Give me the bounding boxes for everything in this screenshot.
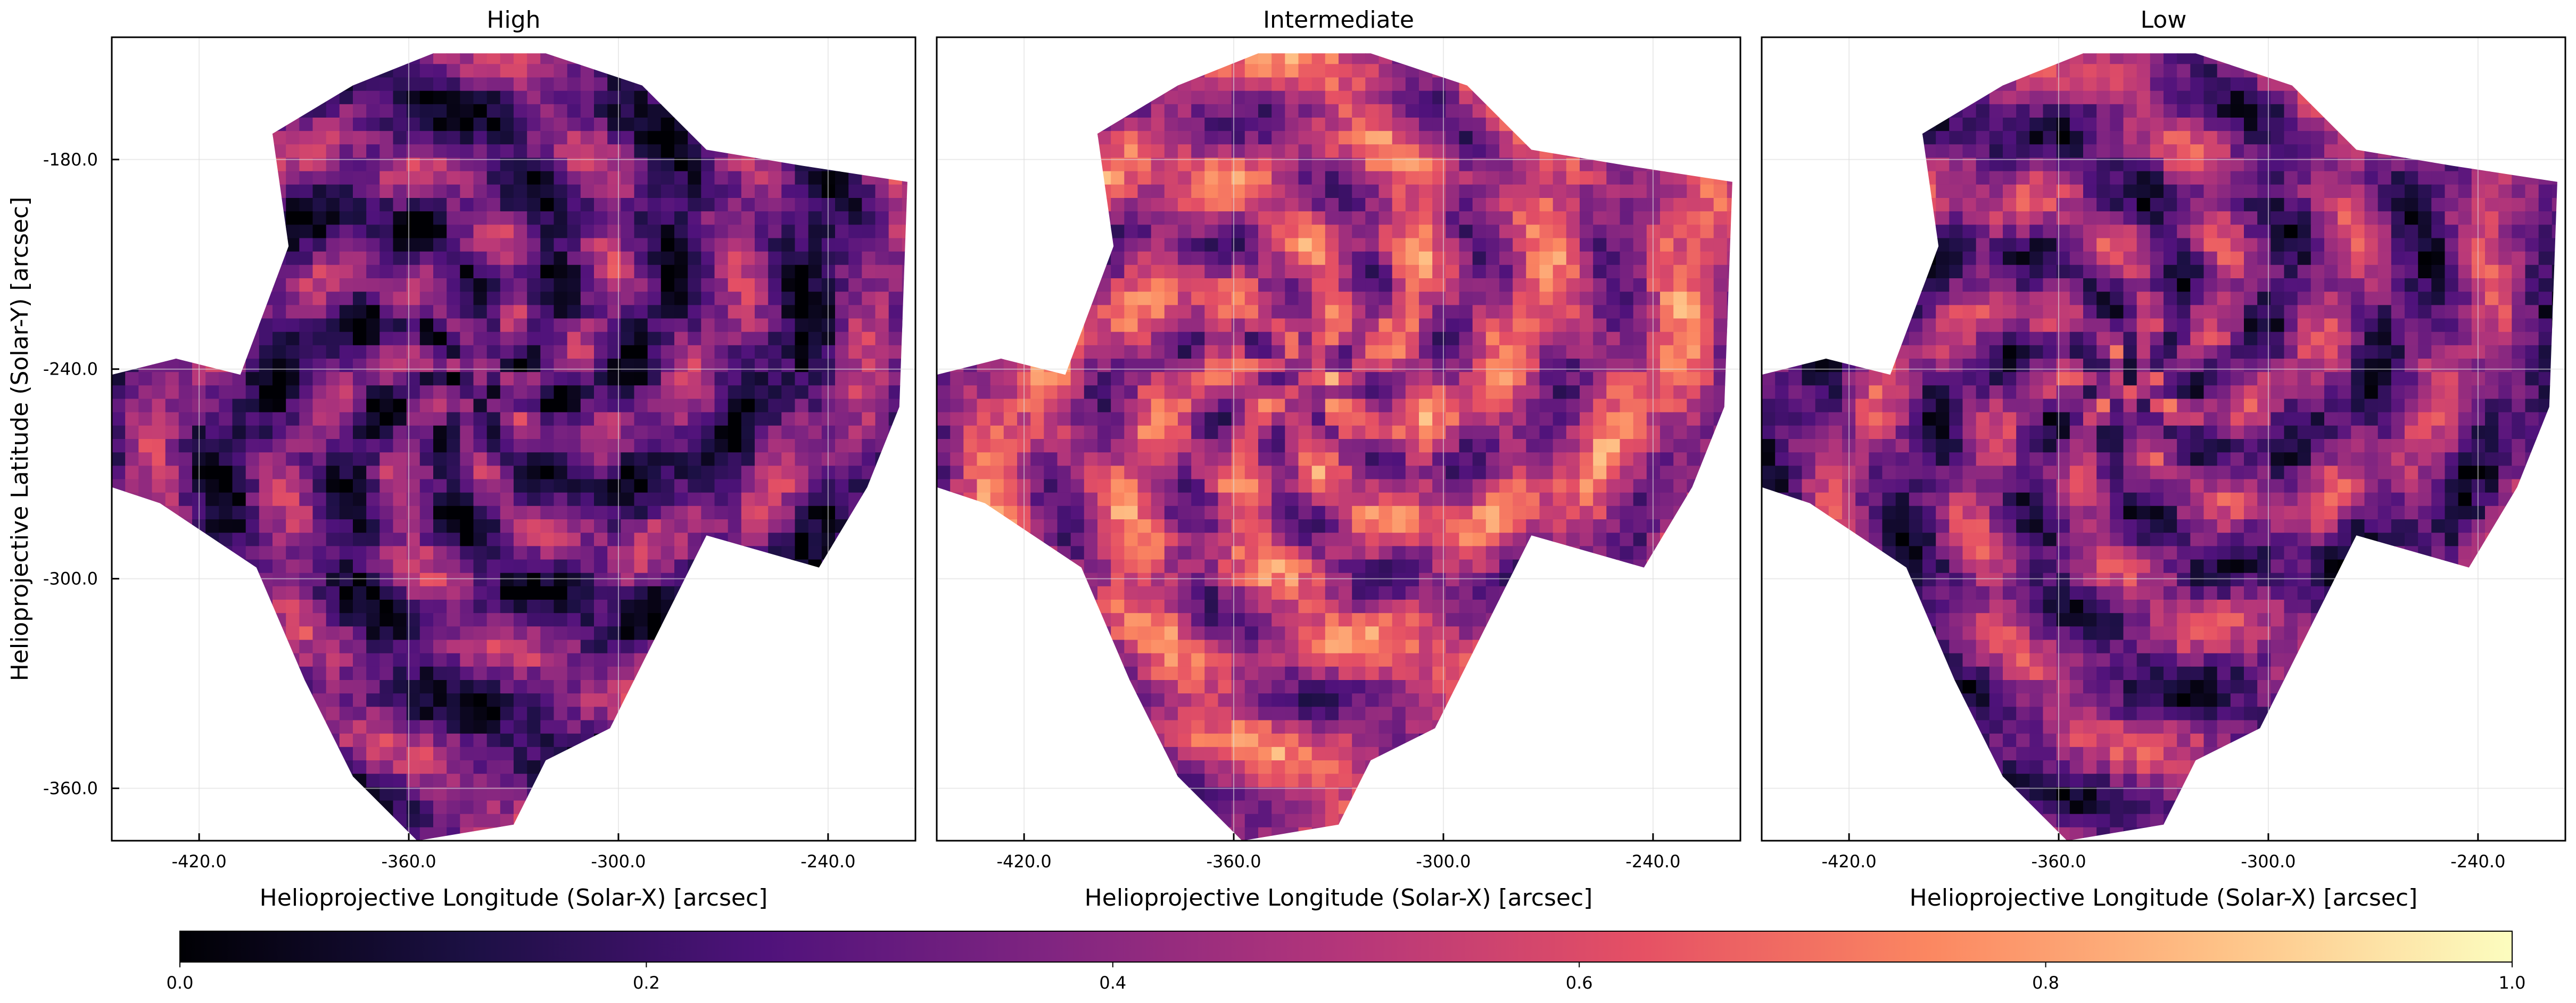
panel-title: Low — [2141, 6, 2187, 34]
x-tick-label: -300.0 — [1416, 851, 1471, 872]
panel-high: High -420.0 -360.0 -300.0 -240.0 Helioproject… — [43, 6, 917, 911]
heatmap-image — [937, 53, 1732, 841]
x-tick-label: -300.0 — [591, 851, 646, 872]
panel-title: High — [486, 6, 540, 34]
colorbar: 0.0 0.2 0.4 0.6 0.8 1.0 — [167, 931, 2526, 993]
x-tick-label: -300.0 — [2241, 851, 2296, 872]
colorbar-tick-label: 0.4 — [1099, 973, 1126, 993]
panel-frame — [1761, 36, 2566, 842]
y-tick-label: -360.0 — [43, 778, 98, 799]
colorbar-tick-label: 0.6 — [1566, 973, 1593, 993]
panel-low: Low -420.0 -360.0 -300.0 -240.0 Helioprojecti… — [1761, 6, 2566, 911]
heatmap-image — [1762, 53, 2557, 841]
y-tick-label: -240.0 — [43, 359, 98, 379]
colorbar-tick-label: 0.2 — [633, 973, 660, 993]
x-tick-label: -240.0 — [800, 851, 855, 872]
panel-title: Intermediate — [1263, 6, 1414, 34]
x-tick-label: -360.0 — [381, 851, 436, 872]
x-axis-label: Helioprojective Longitude (Solar-X) [arc… — [1085, 884, 1593, 911]
x-tick-label: -420.0 — [172, 851, 227, 872]
y-tick-label: -180.0 — [43, 150, 98, 170]
colorbar-tick-label: 0.8 — [2032, 973, 2059, 993]
x-tick-label: -420.0 — [997, 851, 1052, 872]
x-axis-label: Helioprojective Longitude (Solar-X) [arc… — [1910, 884, 2418, 911]
x-tick-label: -360.0 — [2031, 851, 2086, 872]
x-tick-label: -240.0 — [1625, 851, 1680, 872]
heatmap-image — [112, 53, 907, 841]
x-tick-label: -240.0 — [2450, 851, 2505, 872]
y-tick-label: -300.0 — [43, 569, 98, 589]
panel-frame — [111, 36, 917, 842]
colorbar-tick-label: 1.0 — [2499, 973, 2526, 993]
panel-frame — [936, 36, 1741, 842]
x-tick-label: -360.0 — [1206, 851, 1261, 872]
colorbar-tick-label: 0.0 — [167, 973, 194, 993]
x-tick-label: -420.0 — [1822, 851, 1877, 872]
y-axis-label: Helioprojective Latitude (Solar-Y) [arcs… — [6, 197, 34, 682]
panels: High -420.0 -360.0 -300.0 -240.0 Helioproject… — [43, 6, 2566, 911]
x-axis-label: Helioprojective Longitude (Solar-X) [arc… — [260, 884, 768, 911]
panel-intermediate: Intermediate -420.0 -360.0 -300.0 -240.0 Heli… — [936, 6, 1741, 911]
colorbar-gradient — [179, 931, 2513, 963]
